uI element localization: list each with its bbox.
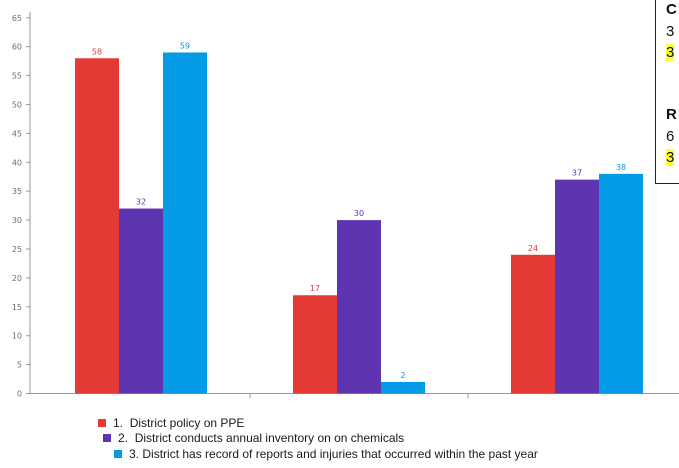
data-label-series-2-no: 30 — [354, 209, 364, 218]
y-tick-label: 65 — [12, 14, 22, 23]
data-label-series-1-no: 17 — [310, 284, 320, 293]
bar-chart: 0 5 10 15 20 25 30 35 40 45 50 55 60 65 YesNoUnsure 5… — [12, 11, 679, 399]
legend-number-2: 2. — [118, 431, 129, 445]
x-axis: YesNoUnsure — [30, 393, 679, 399]
data-label-series-1-yes: 58 — [92, 47, 102, 56]
data-label-series-3-no: 2 — [400, 371, 405, 380]
bar-series-1-no — [293, 295, 337, 394]
bar-series-3-yes — [163, 52, 207, 394]
side-note-line-5: 6 — [666, 128, 675, 145]
y-tick-label: 15 — [12, 303, 22, 312]
bar-series-2-unsure — [555, 179, 599, 394]
y-tick-label: 35 — [12, 187, 22, 196]
legend-item-2: 2. District conducts annual inventory on… — [103, 431, 404, 445]
data-label-series-3-unsure: 38 — [616, 163, 626, 172]
y-tick-label: 20 — [12, 274, 22, 283]
bar-series-1-yes — [75, 58, 119, 394]
side-note-line-2: 3 — [666, 23, 675, 40]
legend-swatch-3 — [114, 450, 122, 458]
y-tick-label: 55 — [12, 72, 22, 81]
y-tick-label: 50 — [12, 101, 22, 110]
y-axis: 0 5 10 15 20 25 30 35 40 45 50 55 60 65 — [12, 11, 31, 399]
y-tick-label: 0 — [17, 390, 22, 399]
side-note-line-6: 3 — [666, 149, 675, 166]
side-note-line-1: C — [666, 1, 677, 18]
bars — [75, 52, 643, 394]
legend-item-3: 3. District has record of reports and in… — [114, 447, 538, 461]
legend-item-1: 1. District policy on PPE — [98, 416, 244, 430]
y-tick-label: 45 — [12, 129, 22, 138]
bar-series-2-no — [337, 220, 381, 394]
side-note-line-3: 3 — [666, 44, 675, 61]
legend-number-1: 1. — [113, 416, 124, 430]
legend-number-3: 3. — [129, 447, 140, 461]
y-tick-label: 25 — [12, 245, 22, 254]
bar-series-3-no — [381, 381, 425, 394]
bar-series-2-yes — [119, 208, 163, 394]
data-label-series-2-unsure: 37 — [572, 169, 582, 178]
y-tick-label: 5 — [17, 361, 22, 370]
data-label-series-2-yes: 32 — [136, 198, 146, 207]
legend-label-2: District conducts annual inventory on on… — [134, 431, 405, 445]
data-label-series-1-unsure: 24 — [528, 244, 538, 253]
legend-label-3: District has record of reports and injur… — [142, 447, 538, 461]
legend-label-1: District policy on PPE — [129, 416, 245, 430]
data-label-series-3-yes: 59 — [180, 41, 190, 50]
side-note-line-4: R — [666, 106, 677, 123]
bar-series-3-unsure — [599, 173, 643, 394]
legend-swatch-1 — [98, 419, 106, 427]
y-tick-label: 40 — [12, 158, 22, 167]
y-tick-label: 60 — [12, 43, 22, 52]
bar-series-1-unsure — [511, 254, 555, 394]
y-tick-label: 30 — [12, 216, 22, 225]
side-note-box: C 3 3 R 6 3 — [655, 0, 679, 184]
y-tick-label: 10 — [12, 332, 22, 341]
legend-swatch-2 — [103, 434, 111, 442]
data-labels: 58 17 24 32 30 37 59 2 38 — [92, 41, 626, 379]
